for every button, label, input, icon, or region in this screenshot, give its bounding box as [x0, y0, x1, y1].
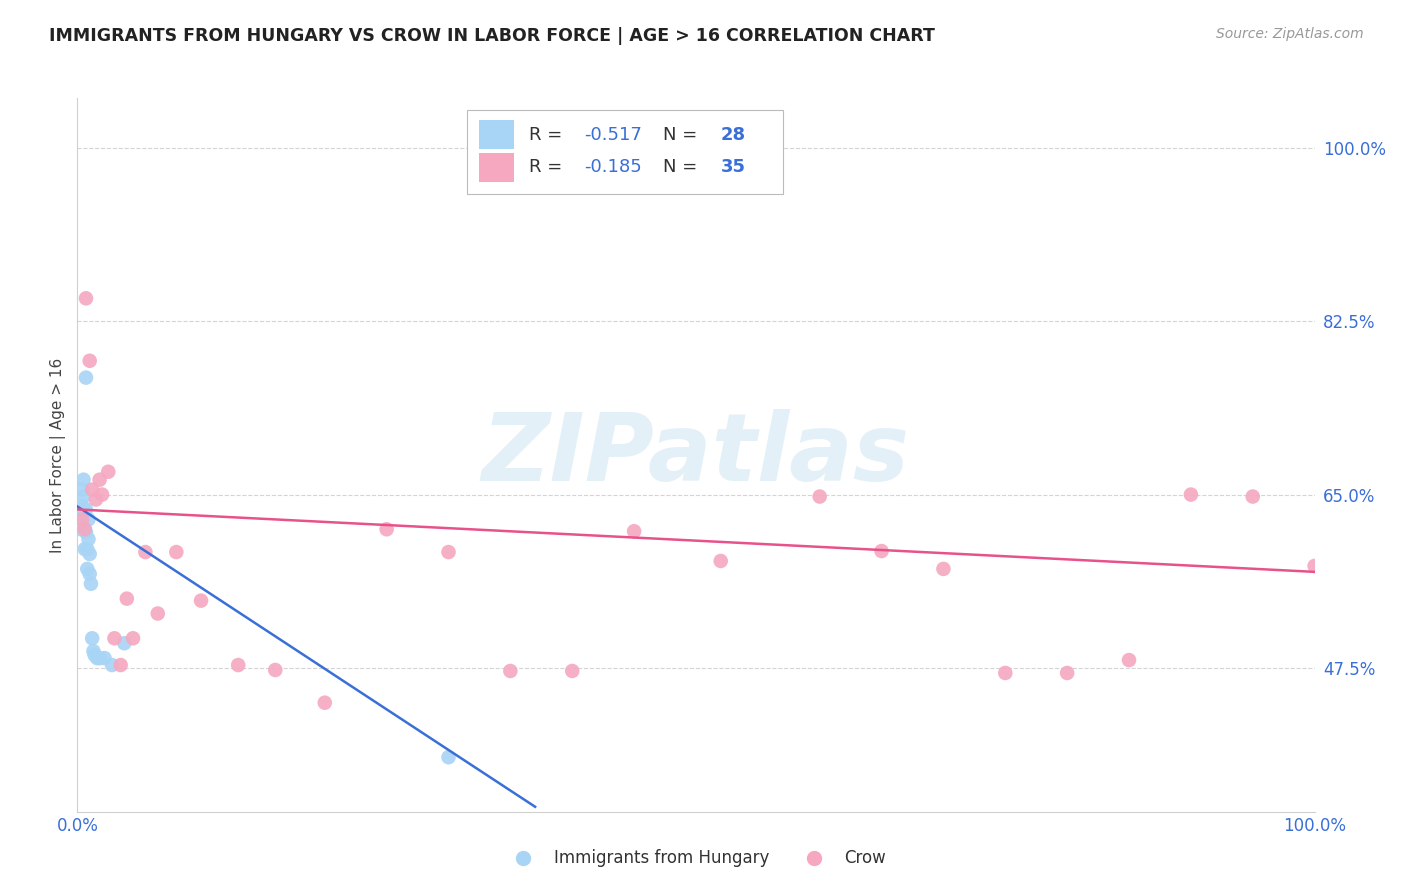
- Y-axis label: In Labor Force | Age > 16: In Labor Force | Age > 16: [51, 358, 66, 552]
- Point: [84, 492, 107, 507]
- Text: Source: ZipAtlas.com: Source: ZipAtlas.com: [1216, 27, 1364, 41]
- Point: [73, 522, 96, 536]
- Point: [79, 353, 101, 368]
- Point: [75, 291, 97, 305]
- Point: [75, 525, 97, 540]
- Point: [870, 544, 893, 558]
- Point: [77, 532, 100, 546]
- Point: [89, 473, 111, 487]
- Point: [226, 658, 249, 673]
- Text: -0.517: -0.517: [585, 126, 643, 144]
- Point: [134, 545, 156, 559]
- Text: -0.185: -0.185: [585, 159, 643, 177]
- Point: [110, 658, 132, 673]
- Point: [994, 665, 1017, 680]
- Point: [146, 607, 169, 621]
- Point: [499, 664, 522, 678]
- Point: [91, 487, 114, 501]
- Point: [79, 547, 101, 561]
- Point: [77, 512, 100, 526]
- Text: N =: N =: [662, 159, 703, 177]
- Point: [93, 651, 115, 665]
- Point: [314, 696, 336, 710]
- FancyBboxPatch shape: [479, 153, 515, 182]
- Point: [89, 651, 111, 665]
- Point: [115, 591, 138, 606]
- FancyBboxPatch shape: [467, 111, 783, 194]
- Point: [97, 465, 120, 479]
- Point: [1056, 665, 1078, 680]
- Point: [86, 651, 108, 665]
- Point: [623, 524, 645, 539]
- Point: [73, 542, 96, 557]
- Point: [82, 483, 104, 497]
- Text: 28: 28: [721, 126, 745, 144]
- Point: [80, 576, 103, 591]
- Point: [82, 632, 104, 646]
- Point: [112, 636, 135, 650]
- Point: [264, 663, 287, 677]
- Point: [72, 490, 94, 504]
- Text: N =: N =: [662, 126, 703, 144]
- Point: [79, 566, 101, 581]
- Point: [70, 522, 93, 536]
- Text: R =: R =: [529, 126, 568, 144]
- Point: [73, 522, 96, 536]
- Point: [375, 522, 398, 536]
- Point: [808, 490, 831, 504]
- Point: [72, 483, 94, 497]
- Point: [122, 632, 145, 646]
- Point: [932, 562, 955, 576]
- Point: [72, 500, 94, 514]
- Text: Immigrants from Hungary: Immigrants from Hungary: [554, 849, 769, 867]
- Point: [1180, 487, 1202, 501]
- Point: [103, 632, 125, 646]
- Text: Crow: Crow: [845, 849, 886, 867]
- Point: [72, 473, 94, 487]
- Point: [190, 593, 212, 607]
- Point: [437, 545, 460, 559]
- Point: [75, 502, 97, 516]
- Point: [82, 644, 104, 658]
- Point: [76, 542, 98, 557]
- Point: [561, 664, 583, 678]
- Point: [76, 562, 98, 576]
- Point: [1241, 490, 1264, 504]
- Point: [75, 370, 97, 384]
- Point: [1303, 558, 1326, 573]
- Point: [83, 648, 105, 662]
- Text: IMMIGRANTS FROM HUNGARY VS CROW IN LABOR FORCE | AGE > 16 CORRELATION CHART: IMMIGRANTS FROM HUNGARY VS CROW IN LABOR…: [49, 27, 935, 45]
- Point: [72, 512, 94, 526]
- Text: R =: R =: [529, 159, 568, 177]
- Point: [72, 502, 94, 516]
- Point: [165, 545, 187, 559]
- Point: [437, 750, 460, 764]
- Text: 35: 35: [721, 159, 745, 177]
- Point: [1118, 653, 1140, 667]
- FancyBboxPatch shape: [479, 120, 515, 149]
- Point: [70, 508, 93, 522]
- Point: [710, 554, 733, 568]
- Point: [101, 658, 124, 673]
- Text: ZIPatlas: ZIPatlas: [482, 409, 910, 501]
